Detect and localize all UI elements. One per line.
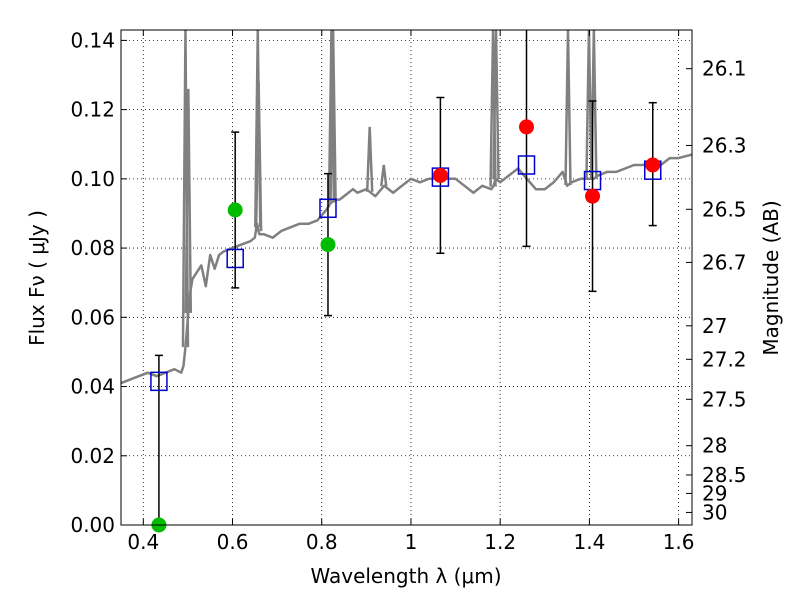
emission-line-spike [380, 164, 388, 187]
y-axis-title: Flux Fν ( μJy ) [25, 210, 49, 346]
x-tick-label: 0.6 [217, 530, 249, 554]
model-band-square [226, 248, 244, 269]
y-tick-label: 0.08 [70, 236, 115, 260]
mag-tick-label: 26.1 [702, 57, 747, 81]
observed-point [227, 202, 243, 218]
tick-labels: 0.4 0.6 0.8 1 1.2 1.4 1.6 0.00 0.02 0.04 0.06 0.08 0… [70, 28, 746, 554]
y-tick-label: 0.14 [70, 28, 115, 52]
x-tick-label: 1 [405, 530, 418, 554]
mag-tick-label: 27 [702, 314, 727, 338]
model-band-markers [150, 155, 662, 392]
emission-line-spike [254, 81, 263, 232]
error-bars [154, 30, 657, 525]
emission-line-spike [564, 29, 572, 186]
x-tick-label: 1.2 [484, 530, 516, 554]
observed-point [320, 237, 336, 253]
observed-point [585, 188, 601, 204]
plot-frame [120, 29, 693, 526]
mag-tick-label: 27.5 [702, 387, 747, 411]
axis-ticks [121, 30, 692, 526]
model-band-square [517, 155, 536, 175]
mag-tick-label: 26.7 [702, 250, 747, 274]
x-axis-title: Wavelength λ (μm) [310, 564, 501, 588]
model-spectrum [120, 29, 693, 385]
grid-lines [121, 30, 692, 525]
y-tick-label: 0.02 [70, 444, 115, 468]
observed-point [518, 119, 534, 135]
y-tick-label: 0.12 [70, 98, 115, 122]
mag-tick-label: 30 [702, 500, 727, 524]
model-band-square [319, 198, 337, 219]
y-tick-label: 0.04 [70, 375, 115, 399]
y-tick-label: 0.10 [70, 167, 115, 191]
mag-tick-label: 29 [702, 481, 727, 505]
x-tick-label: 1.6 [663, 530, 695, 554]
x-tick-label: 0.4 [127, 530, 159, 554]
y2-axis-title: Magnitude (AB) [759, 200, 783, 355]
model-spectrum-line [120, 153, 693, 385]
x-tick-label: 1.4 [573, 530, 605, 554]
observed-point [645, 157, 661, 173]
mag-tick-label: 27.2 [702, 347, 747, 371]
y-tick-label: 0.00 [70, 513, 115, 537]
model-band-square [150, 371, 168, 392]
y-tick-label: 0.06 [70, 305, 115, 329]
observed-point [432, 167, 448, 183]
mag-tick-label: 28.5 [702, 463, 747, 487]
emission-line-spike [365, 126, 374, 192]
x-tick-label: 0.8 [306, 530, 338, 554]
mag-tick-label: 26.5 [702, 197, 747, 221]
emission-line-spike [184, 88, 193, 313]
mag-tick-label: 26.3 [702, 133, 747, 157]
mag-tick-label: 28 [702, 434, 727, 458]
